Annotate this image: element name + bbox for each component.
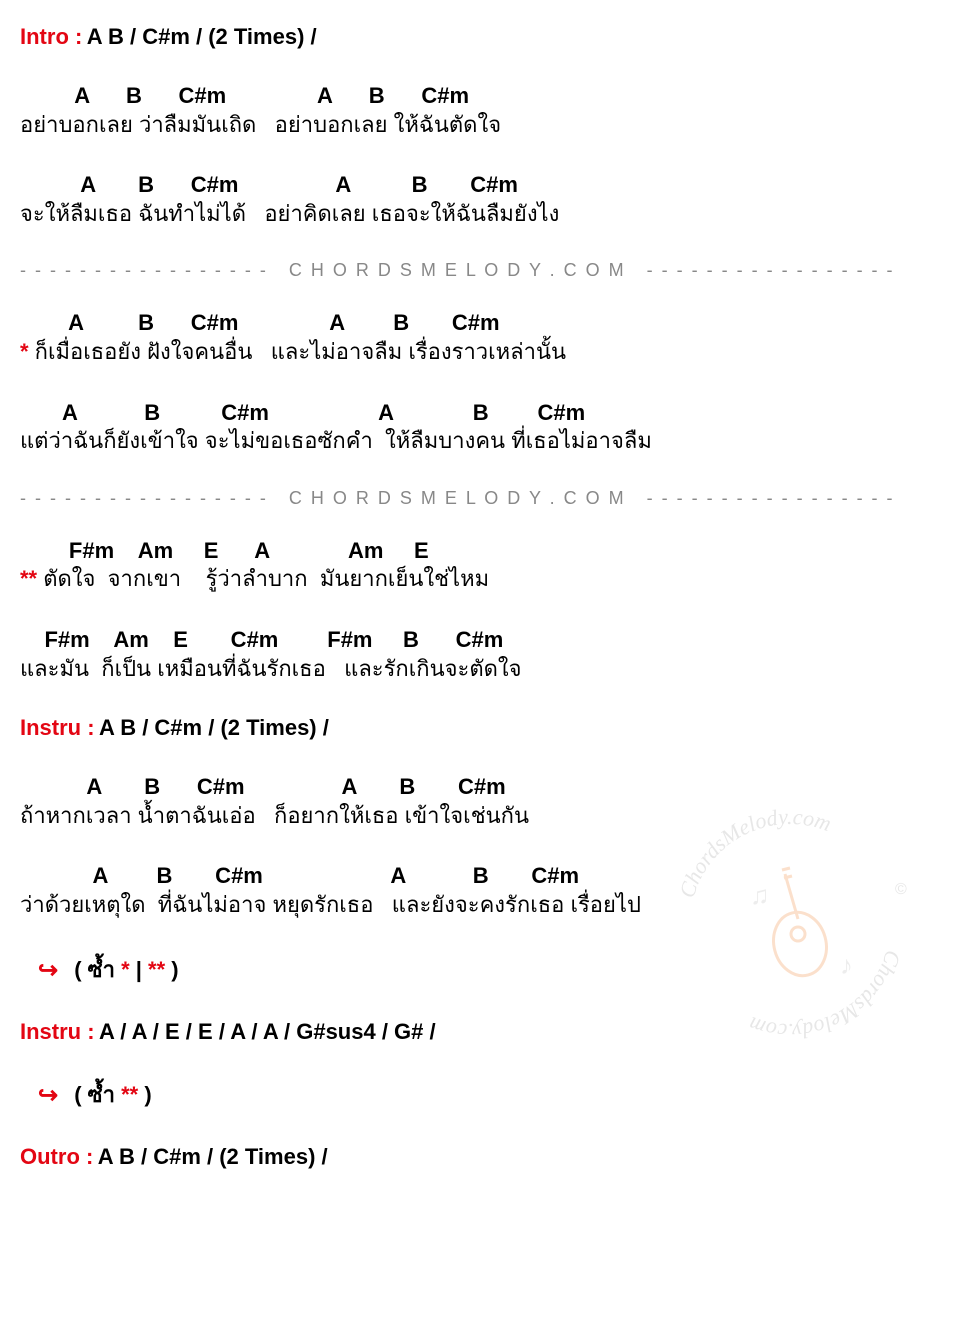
divider-1: - - - - - - - - - - - - - - - - - C H O … [20, 260, 960, 281]
repeat-close: ) [138, 1082, 151, 1107]
repeat-open: ( ซ้ำ [74, 1082, 121, 1107]
lyrics: ถ้าหากเวลา น้ำตาฉันเอ่อ ก็อยากให้เธอ เข้… [20, 802, 960, 831]
chords: A B C#m A B C#m [20, 309, 960, 338]
repeat-star1: * [121, 957, 130, 982]
repeat-star: ** [121, 1082, 138, 1107]
instru2-section: Instru : A / A / E / E / A / A / G#sus4 … [20, 1019, 960, 1045]
chorus-line1: F#m Am E A Am E ** ตัดใจ จากเขา รู้ว่าลำ… [20, 537, 960, 594]
verse3-line1: A B C#m A B C#m ถ้าหากเวลา น้ำตาฉันเอ่อ … [20, 773, 960, 830]
lyrics: ว่าด้วยเหตุใด ที่ฉันไม่อาจ หยุดรักเธอ แล… [20, 891, 960, 920]
repeat1: ↪ ( ซ้ำ * | ** ) [38, 952, 960, 987]
instru2-content: A / A / E / E / A / A / G#sus4 / G# / [99, 1019, 436, 1044]
chords: F#m Am E C#m F#m B C#m [20, 626, 960, 655]
star-marker: * [20, 339, 29, 364]
lyric-text: ก็เมื่อเธอยัง ฝังใจคนอื่น และไม่อาจลืม เ… [29, 339, 567, 364]
intro-section: Intro : A B / C#m / (2 Times) / [20, 24, 960, 50]
chords: A B C#m A B C#m [20, 171, 960, 200]
chords: A B C#m A B C#m [20, 862, 960, 891]
verse1-line1: A B C#m A B C#m อย่าบอกเลย ว่าลืมมันเถิด… [20, 82, 960, 139]
chords: F#m Am E A Am E [20, 537, 960, 566]
instru1-label: Instru : [20, 715, 95, 740]
star-marker: ** [20, 566, 37, 591]
verse2-line1: A B C#m A B C#m * ก็เมื่อเธอยัง ฝังใจคนอ… [20, 309, 960, 366]
verse3-line2: A B C#m A B C#m ว่าด้วยเหตุใด ที่ฉันไม่อ… [20, 862, 960, 919]
lyric-text: ตัดใจ จากเขา รู้ว่าลำบาก มันยากเย็นใช่ไห… [37, 566, 489, 591]
repeat-open: ( ซ้ำ [74, 957, 121, 982]
repeat-arrow-icon: ↪ [38, 957, 58, 984]
chords: A B C#m A B C#m [20, 773, 960, 802]
chords: A B C#m A B C#m [20, 399, 960, 428]
outro-section: Outro : A B / C#m / (2 Times) / [20, 1144, 960, 1170]
repeat-pipe: | [130, 957, 148, 982]
chords: A B C#m A B C#m [20, 82, 960, 111]
lyrics: และมัน ก็เป็น เหมือนที่ฉันรักเธอ และรักเ… [20, 655, 960, 684]
instru2-label: Instru : [20, 1019, 95, 1044]
chorus-line2: F#m Am E C#m F#m B C#m และมัน ก็เป็น เหม… [20, 626, 960, 683]
outro-content: A B / C#m / (2 Times) / [98, 1144, 328, 1169]
lyrics: แต่ว่าฉันก็ยังเข้าใจ จะไม่ขอเธอซักคำ ให้… [20, 427, 960, 456]
lyrics: ** ตัดใจ จากเขา รู้ว่าลำบาก มันยากเย็นใช… [20, 565, 960, 594]
intro-label: Intro : [20, 24, 82, 49]
lyrics: * ก็เมื่อเธอยัง ฝังใจคนอื่น และไม่อาจลืม… [20, 338, 960, 367]
repeat-star2: ** [148, 957, 165, 982]
instru1-content: A B / C#m / (2 Times) / [99, 715, 329, 740]
repeat2: ↪ ( ซ้ำ ** ) [38, 1077, 960, 1112]
instru1-section: Instru : A B / C#m / (2 Times) / [20, 715, 960, 741]
verse1-line2: A B C#m A B C#m จะให้ลืมเธอ ฉันทำไม่ได้ … [20, 171, 960, 228]
verse2-line2: A B C#m A B C#m แต่ว่าฉันก็ยังเข้าใจ จะไ… [20, 399, 960, 456]
lyrics: จะให้ลืมเธอ ฉันทำไม่ได้ อย่าคิดเลย เธอจะ… [20, 200, 960, 229]
repeat-arrow-icon: ↪ [38, 1082, 58, 1109]
divider-2: - - - - - - - - - - - - - - - - - C H O … [20, 488, 960, 509]
lyrics: อย่าบอกเลย ว่าลืมมันเถิด อย่าบอกเลย ให้ฉ… [20, 111, 960, 140]
outro-label: Outro : [20, 1144, 93, 1169]
intro-content: A B / C#m / (2 Times) / [87, 24, 317, 49]
repeat-close: ) [165, 957, 178, 982]
